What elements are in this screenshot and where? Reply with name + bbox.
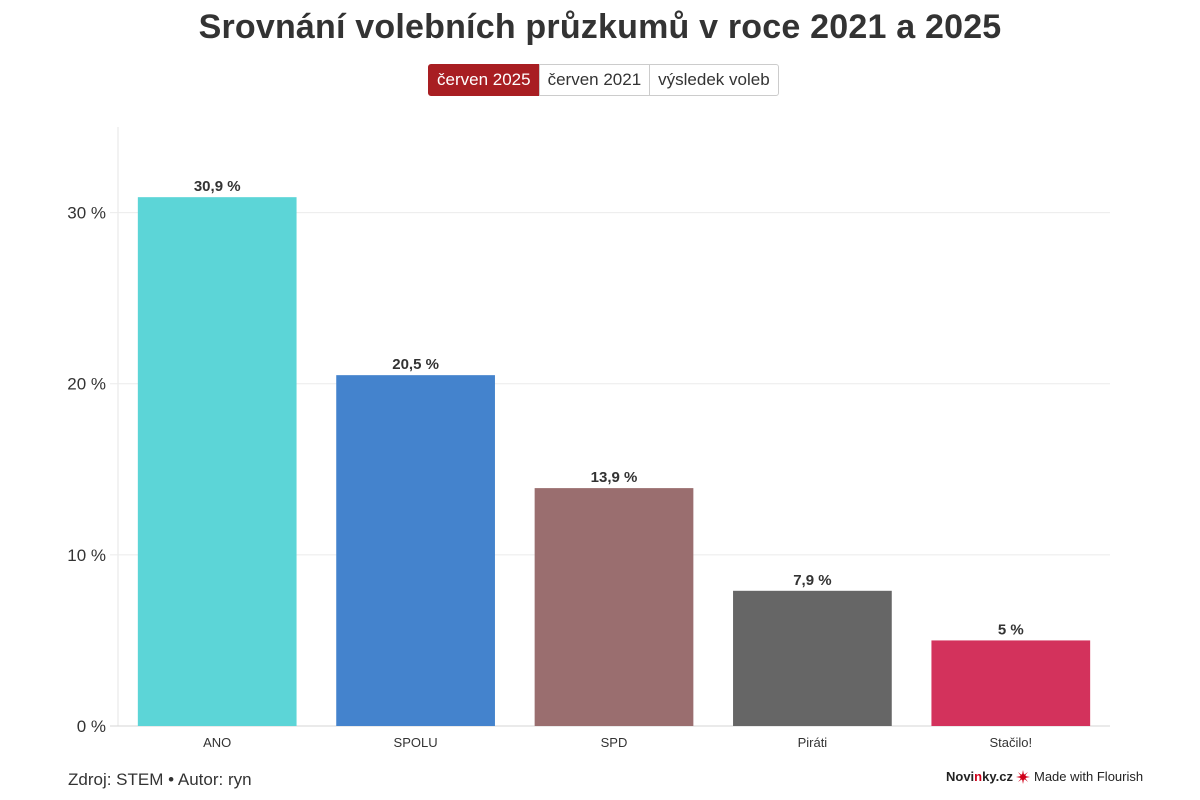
tab-cerven-2025[interactable]: červen 2025 bbox=[428, 64, 540, 96]
y-tick-label: 20 % bbox=[67, 375, 106, 394]
novinky-logo[interactable]: Novinky.cz bbox=[946, 769, 1013, 784]
x-tick-label: ANO bbox=[203, 735, 231, 750]
bar bbox=[137, 197, 297, 726]
novinky-logo-accent: n bbox=[974, 769, 983, 784]
bar-value-label: 20,5 % bbox=[392, 356, 439, 373]
bar-value-label: 30,9 % bbox=[194, 178, 241, 195]
bar-value-label: 7,9 % bbox=[793, 572, 831, 589]
novinky-logo-prefix: Novi bbox=[946, 769, 975, 784]
y-tick-label: 0 % bbox=[77, 717, 106, 736]
novinky-logo-suffix: ky.cz bbox=[982, 769, 1013, 784]
bar-value-label: 13,9 % bbox=[591, 469, 638, 486]
chart-title: Srovnání volebních průzkumů v roce 2021 … bbox=[198, 8, 1002, 46]
source-credit: Zdroj: STEM • Autor: ryn bbox=[68, 770, 252, 789]
bar bbox=[534, 488, 694, 726]
bar bbox=[931, 640, 1091, 726]
y-tick-label: 30 % bbox=[67, 204, 106, 223]
flourish-credit[interactable]: Made with Flourish bbox=[1016, 769, 1143, 784]
x-tick-label: SPOLU bbox=[394, 735, 438, 750]
x-tick-label: Stačilo! bbox=[989, 735, 1032, 750]
tab-vysledek-voleb[interactable]: výsledek voleb bbox=[649, 64, 779, 96]
y-tick-label: 10 % bbox=[67, 546, 106, 565]
flourish-icon bbox=[1016, 769, 1030, 784]
bar-value-label: 5 % bbox=[998, 621, 1024, 638]
bar bbox=[336, 375, 495, 726]
x-tick-label: SPD bbox=[601, 735, 628, 750]
flourish-label: Made with Flourish bbox=[1034, 769, 1144, 784]
bar bbox=[733, 590, 892, 726]
period-tabs: červen 2025 červen 2021 výsledek voleb bbox=[428, 64, 779, 96]
x-tick-label: Piráti bbox=[798, 735, 828, 750]
